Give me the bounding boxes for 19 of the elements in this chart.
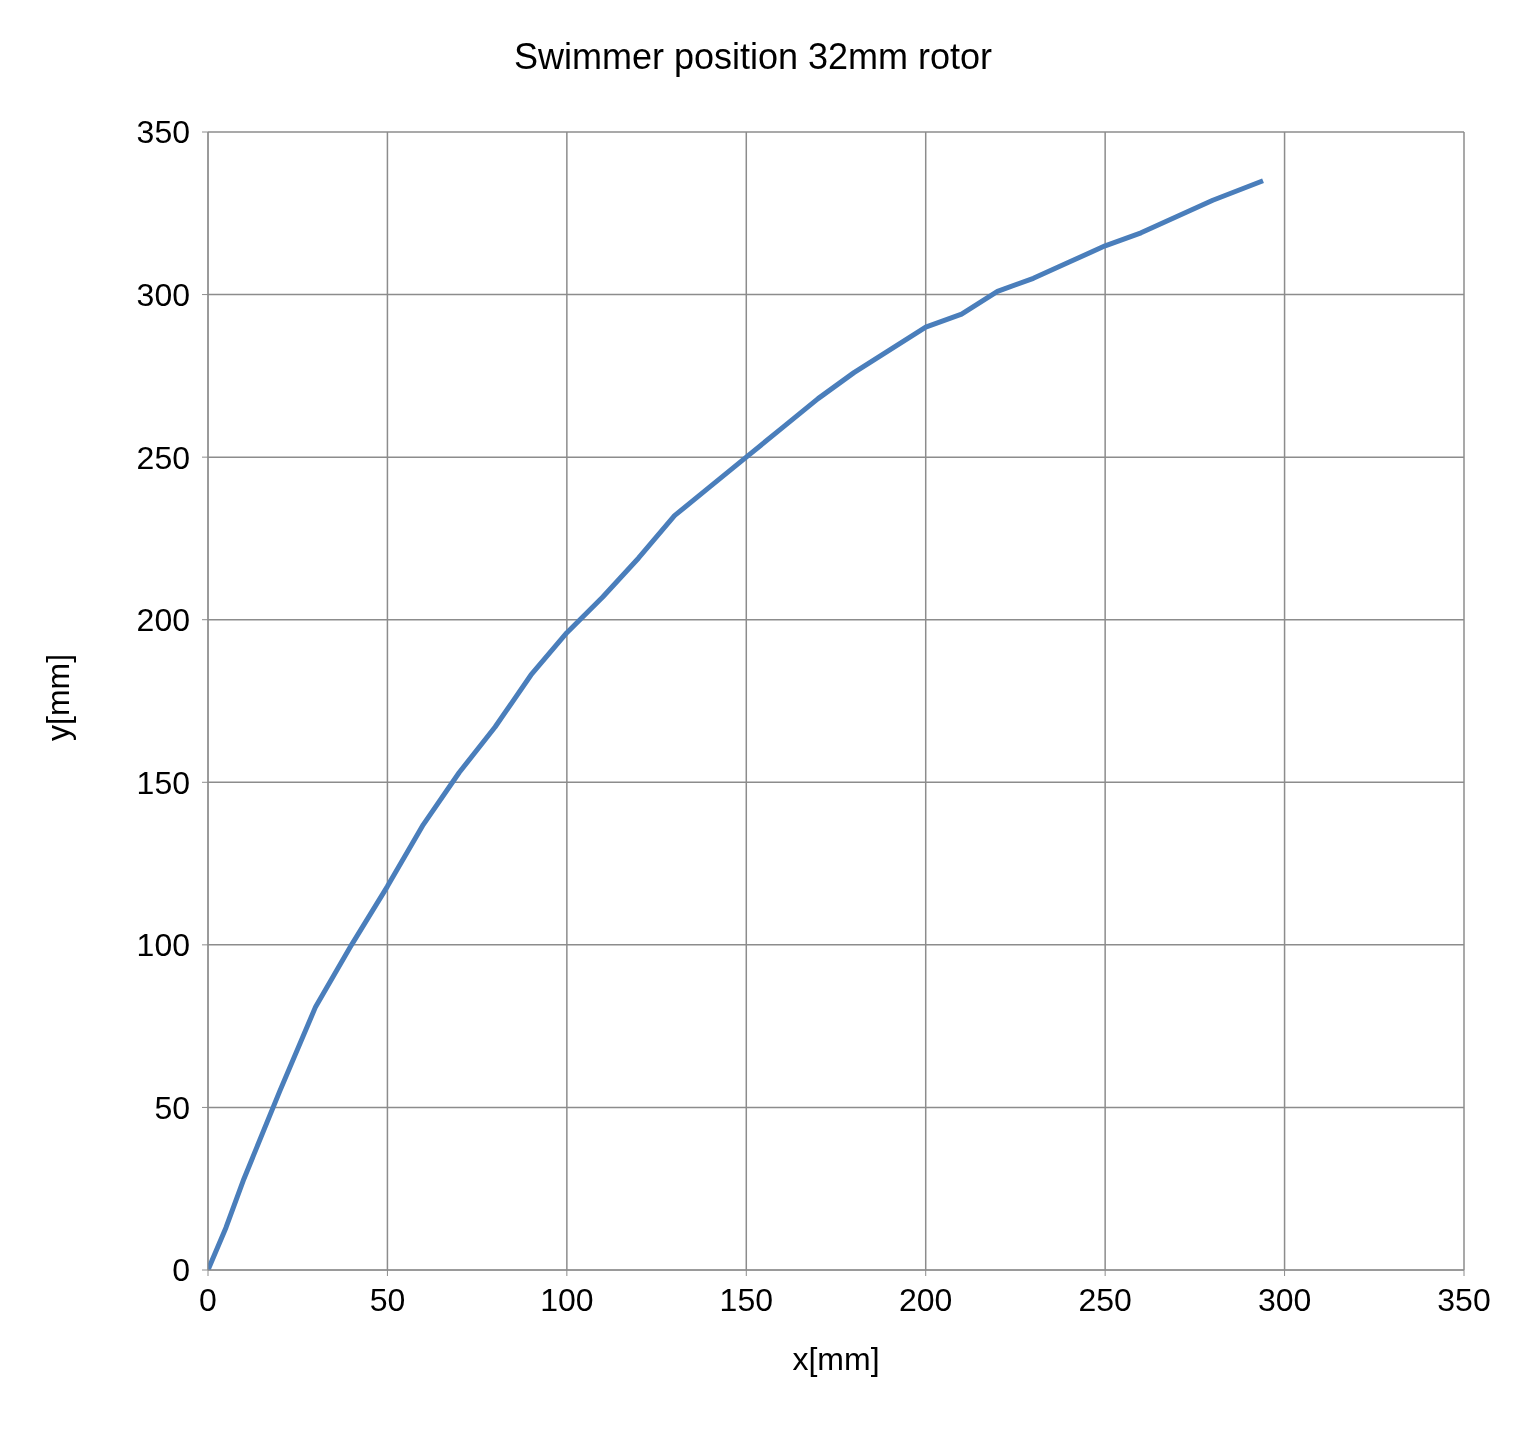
y-tick-label: 200: [136, 602, 190, 639]
x-tick-label: 150: [719, 1281, 773, 1318]
y-tick-label: 150: [136, 764, 190, 801]
x-tick-label: 350: [1437, 1281, 1491, 1318]
y-tick-label: 300: [136, 276, 190, 313]
y-tick-label: 350: [136, 114, 190, 151]
x-tick-label: 50: [369, 1281, 406, 1318]
x-tick-label: 100: [540, 1281, 594, 1318]
y-axis-title: y[mm]: [40, 653, 77, 741]
x-tick-label: 250: [1078, 1281, 1132, 1318]
y-tick-label: 50: [154, 1089, 190, 1126]
y-tick-label: 0: [172, 1252, 190, 1289]
x-tick-label: 200: [899, 1281, 953, 1318]
x-tick-label: 0: [199, 1281, 217, 1318]
y-tick-label: 100: [136, 927, 190, 964]
chart-title: Swimmer position 32mm rotor: [512, 35, 994, 79]
x-tick-label: 300: [1257, 1281, 1312, 1318]
x-axis-title: x[mm]: [792, 1341, 880, 1377]
y-tick-label: 250: [136, 439, 190, 476]
